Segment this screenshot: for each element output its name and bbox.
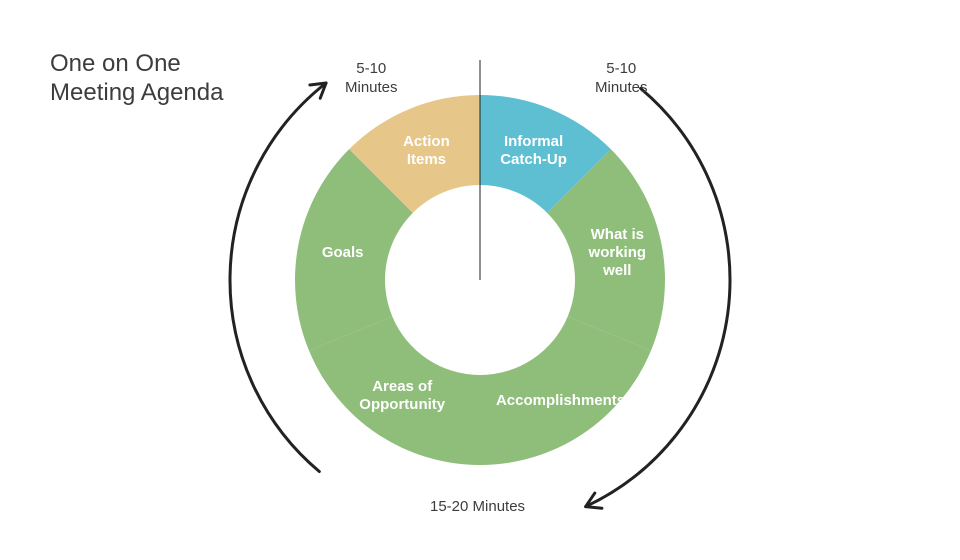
slice-label: Goals — [322, 244, 364, 262]
slice-label: What is working well — [589, 226, 647, 280]
time-label: 15-20 Minutes — [430, 498, 525, 517]
slice-label: Action Items — [403, 133, 450, 169]
slice-label: Areas of Opportunity — [359, 378, 445, 414]
slice-label: Informal Catch-Up — [500, 133, 567, 169]
donut-chart — [0, 0, 960, 560]
time-label: 5-10 Minutes — [595, 60, 648, 98]
slice-label: Accomplishments — [496, 392, 625, 410]
time-label: 5-10 Minutes — [345, 60, 398, 98]
